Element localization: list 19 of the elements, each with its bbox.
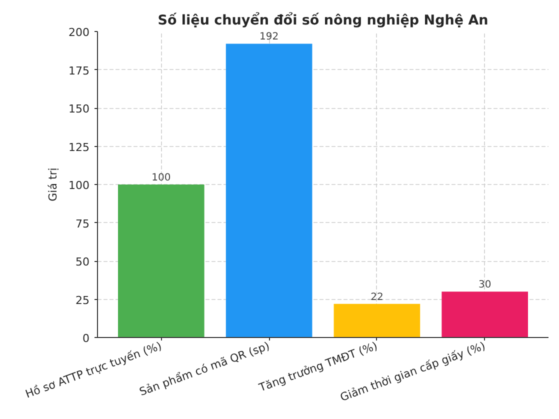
data-label: 100 xyxy=(152,172,171,184)
y-tick-label: 50 xyxy=(76,256,90,268)
data-label: 22 xyxy=(370,292,384,303)
y-tick-label: 200 xyxy=(68,26,90,39)
bar xyxy=(442,292,528,338)
y-tick-label: 100 xyxy=(68,179,90,192)
bar xyxy=(226,44,312,338)
data-label: 30 xyxy=(478,280,492,291)
y-axis-title: Giá trị xyxy=(46,168,60,202)
bar xyxy=(334,304,420,338)
bar xyxy=(118,184,204,338)
y-tick-label: 25 xyxy=(76,294,90,307)
y-tick-label: 150 xyxy=(68,102,90,116)
y-tick-label: 175 xyxy=(68,64,90,78)
y-tick-label: 125 xyxy=(68,140,90,154)
y-tick-label: 75 xyxy=(76,217,90,230)
data-label: 192 xyxy=(260,32,279,43)
y-tick-label: 0 xyxy=(82,332,90,345)
chart-title: Số liệu chuyển đổi số nông nghiệp Nghệ An xyxy=(158,12,488,28)
